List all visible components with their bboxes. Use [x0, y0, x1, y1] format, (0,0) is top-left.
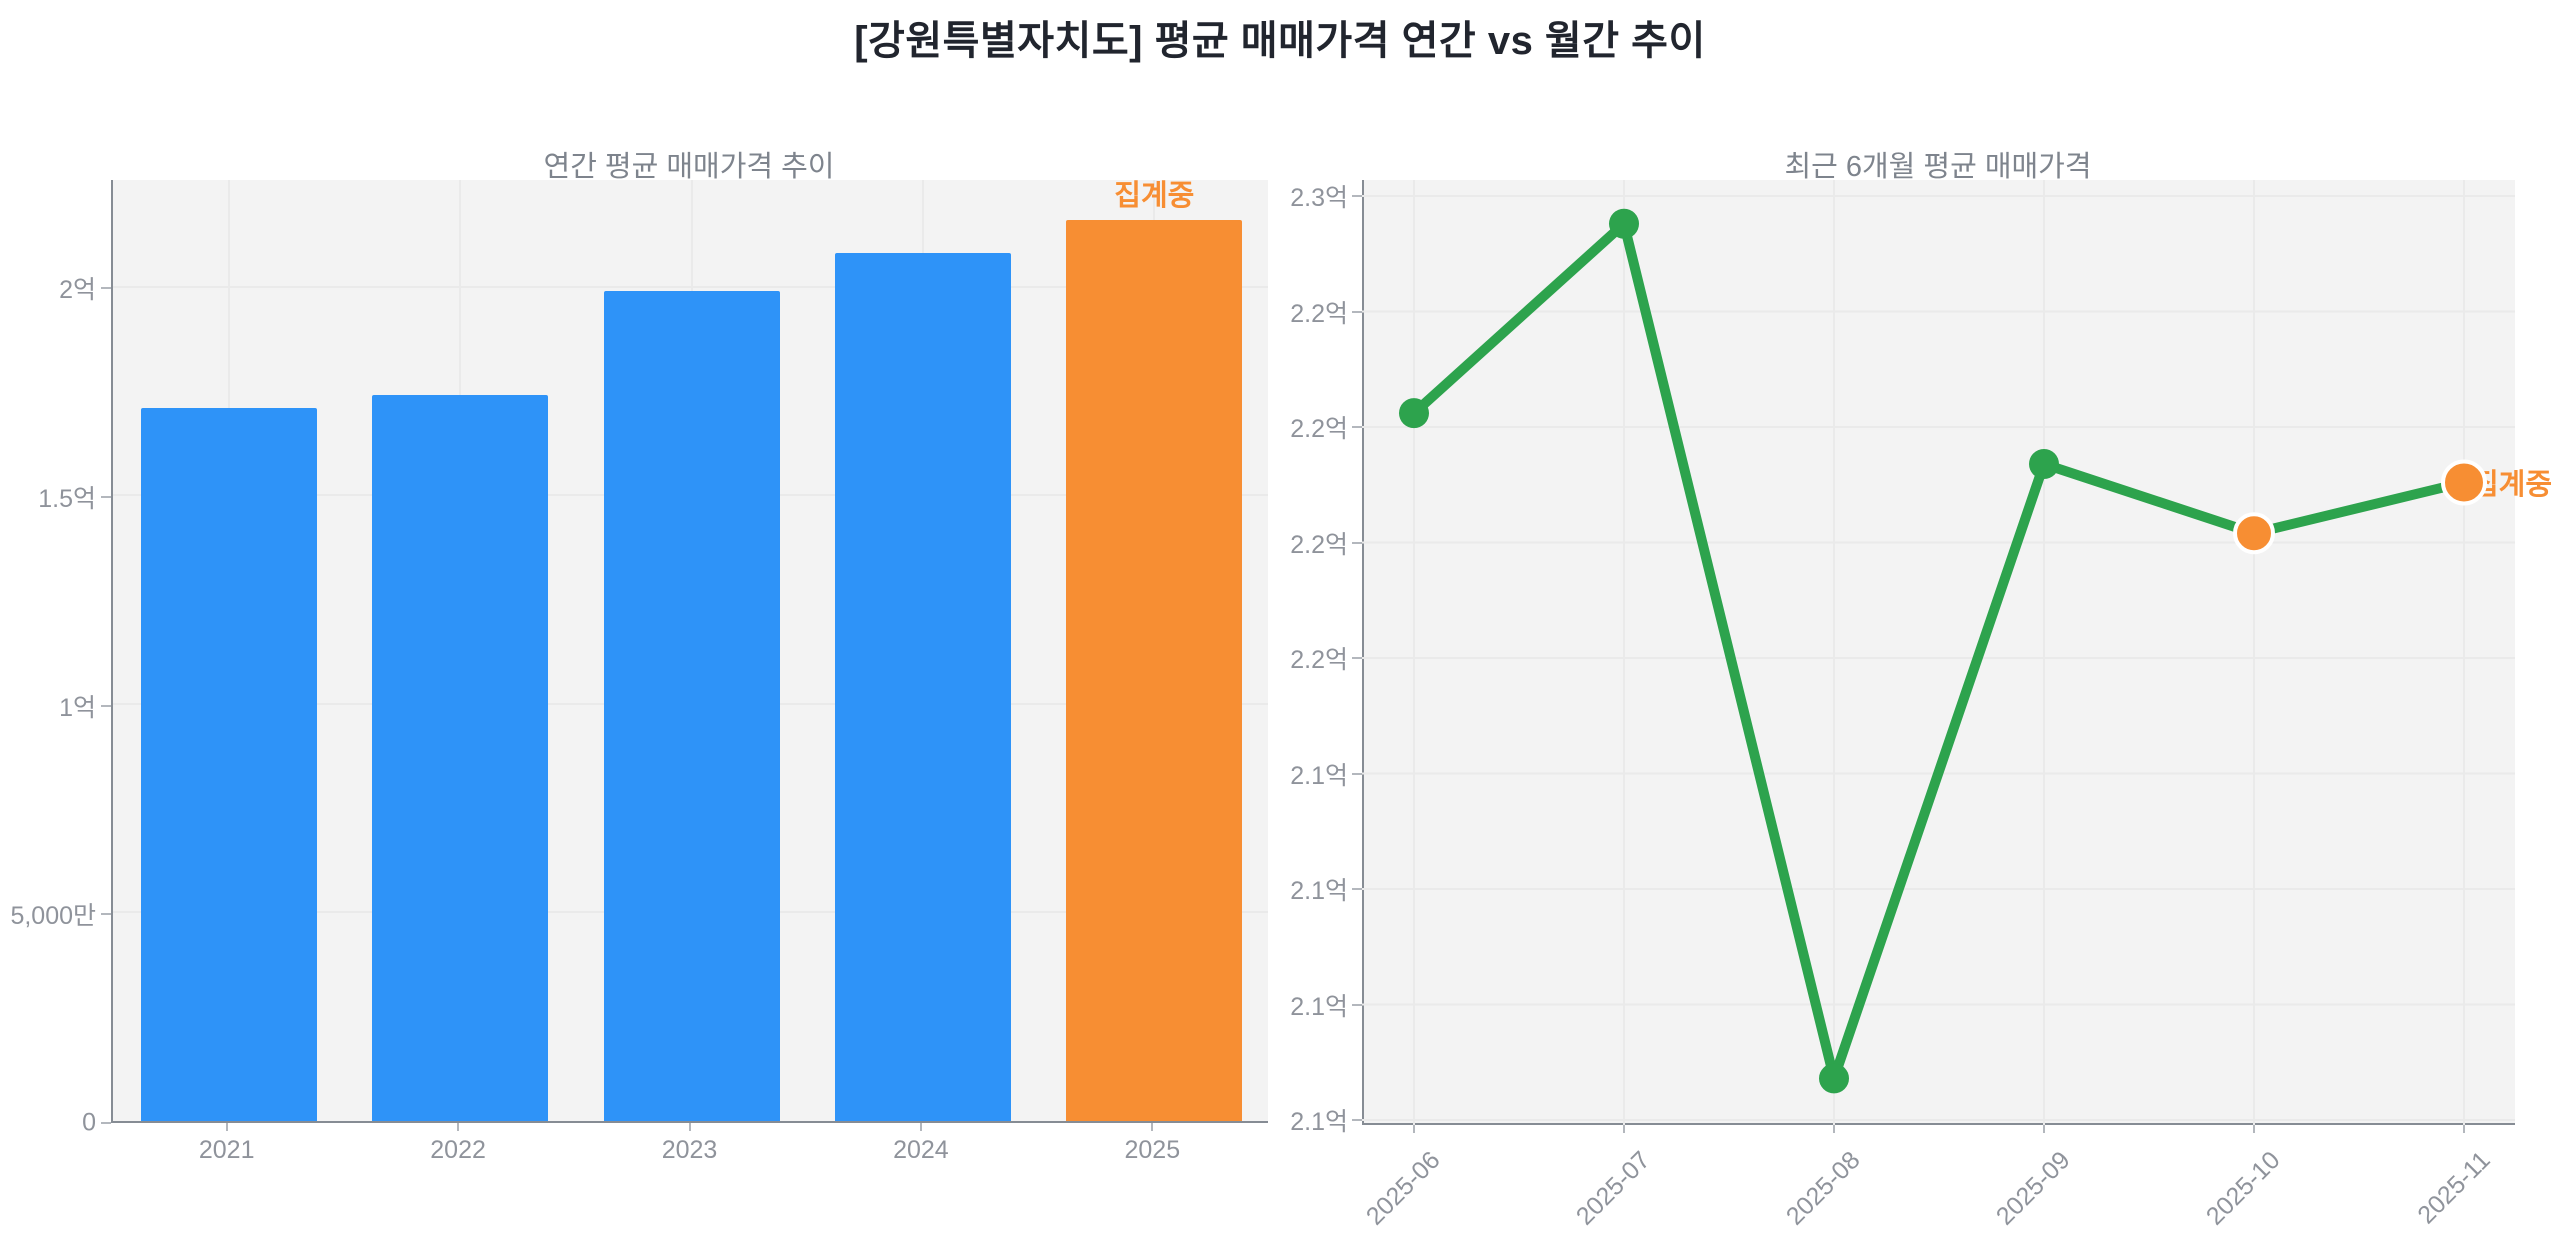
x-tick-label-2025-10: 2025-10	[2201, 1146, 2286, 1231]
point-2025-08[interactable]	[1819, 1063, 1849, 1094]
x-tick-label-2024: 2024	[893, 1136, 949, 1164]
y-tick-label: 2.2억	[1290, 415, 1348, 443]
x-tick-label-2025-11: 2025-11	[2412, 1146, 2496, 1230]
x-tick-mark	[1623, 1125, 1625, 1133]
x-tick-mark	[2043, 1125, 2045, 1133]
point-2025-07[interactable]	[1609, 208, 1639, 239]
y-tick-label: 2.1억	[1290, 761, 1348, 790]
monthly-chart-title: 최근 6개월 평균 매매가격	[1784, 151, 2092, 183]
y-tick-mark	[1352, 772, 1362, 775]
y-tick-label: 2.1억	[1290, 877, 1348, 905]
x-tick-label-2025-07: 2025-07	[1571, 1146, 1656, 1231]
y-tick-label: 2.1억	[1290, 1108, 1348, 1136]
y-tick-mark	[1352, 310, 1362, 313]
y-tick-label: 2.2억	[1290, 646, 1348, 674]
y-tick-mark	[1352, 1119, 1362, 1121]
line-chart-canvas	[1362, 180, 2515, 1125]
y-tick-label: 2.1억	[1290, 992, 1348, 1021]
aggregating-annotation: 집계중	[1114, 179, 1195, 212]
y-tick-label: 2억	[59, 276, 96, 305]
y-tick-mark	[101, 496, 111, 499]
y-tick-mark	[1352, 888, 1362, 890]
x-tick-mark	[457, 1123, 460, 1131]
x-tick-mark	[919, 1123, 922, 1131]
y-tick-label: 2.3억	[1290, 184, 1348, 212]
price-line-series	[1409, 218, 2469, 1084]
x-tick-mark	[1833, 1125, 1835, 1133]
x-tick-label-2025: 2025	[1124, 1136, 1181, 1164]
point-2025-09[interactable]	[2029, 448, 2059, 479]
y-tick-label: 0	[82, 1108, 96, 1137]
y-tick-mark	[1352, 426, 1362, 428]
y-tick-label: 2.2억	[1290, 299, 1348, 328]
x-tick-mark	[688, 1123, 691, 1131]
bar-2023[interactable]	[603, 290, 780, 1121]
x-tick-label-2022: 2022	[430, 1136, 486, 1164]
x-tick-mark	[1151, 1123, 1154, 1131]
y-tick-label: 2.2억	[1290, 530, 1348, 559]
bar-2025[interactable]	[1066, 219, 1243, 1121]
bar-2022[interactable]	[372, 394, 549, 1121]
y-tick-mark	[1352, 1003, 1362, 1006]
y-tick-mark	[101, 287, 111, 290]
point-2025-10[interactable]	[2233, 512, 2275, 555]
y-tick-mark	[1352, 541, 1362, 544]
y-tick-mark	[101, 913, 111, 916]
x-tick-label-2023: 2023	[661, 1136, 718, 1164]
x-tick-mark	[1413, 1125, 1415, 1133]
point-2025-06[interactable]	[1399, 398, 1429, 429]
page-title: [강원특별자치도] 평균 매매가격 연간 vs 월간 추이	[854, 19, 1706, 63]
y-tick-mark	[1352, 657, 1362, 659]
x-tick-label-2025-06: 2025-06	[1361, 1146, 1446, 1231]
point-2025-11[interactable]	[2441, 459, 2487, 506]
x-tick-label-2025-09: 2025-09	[1991, 1146, 2076, 1231]
y-tick-mark	[101, 1122, 111, 1124]
bar-2024[interactable]	[834, 253, 1011, 1121]
annual-bar-plot: 집계중	[111, 180, 1268, 1123]
y-tick-label: 1억	[59, 693, 96, 722]
annual-chart-title: 연간 평균 매매가격 추이	[543, 151, 835, 183]
bar-2021[interactable]	[140, 407, 317, 1121]
y-tick-mark	[1352, 195, 1362, 197]
y-tick-mark	[101, 704, 111, 707]
y-tick-label: 1.5억	[38, 485, 96, 514]
monthly-line-plot: 집계중	[1362, 180, 2552, 1125]
x-tick-label-2025-08: 2025-08	[1781, 1146, 1866, 1231]
x-tick-label-2021: 2021	[198, 1136, 255, 1164]
x-tick-mark	[2253, 1125, 2255, 1133]
x-tick-mark	[2463, 1125, 2465, 1133]
y-tick-label: 5,000만	[10, 902, 96, 931]
x-tick-mark	[225, 1123, 228, 1131]
